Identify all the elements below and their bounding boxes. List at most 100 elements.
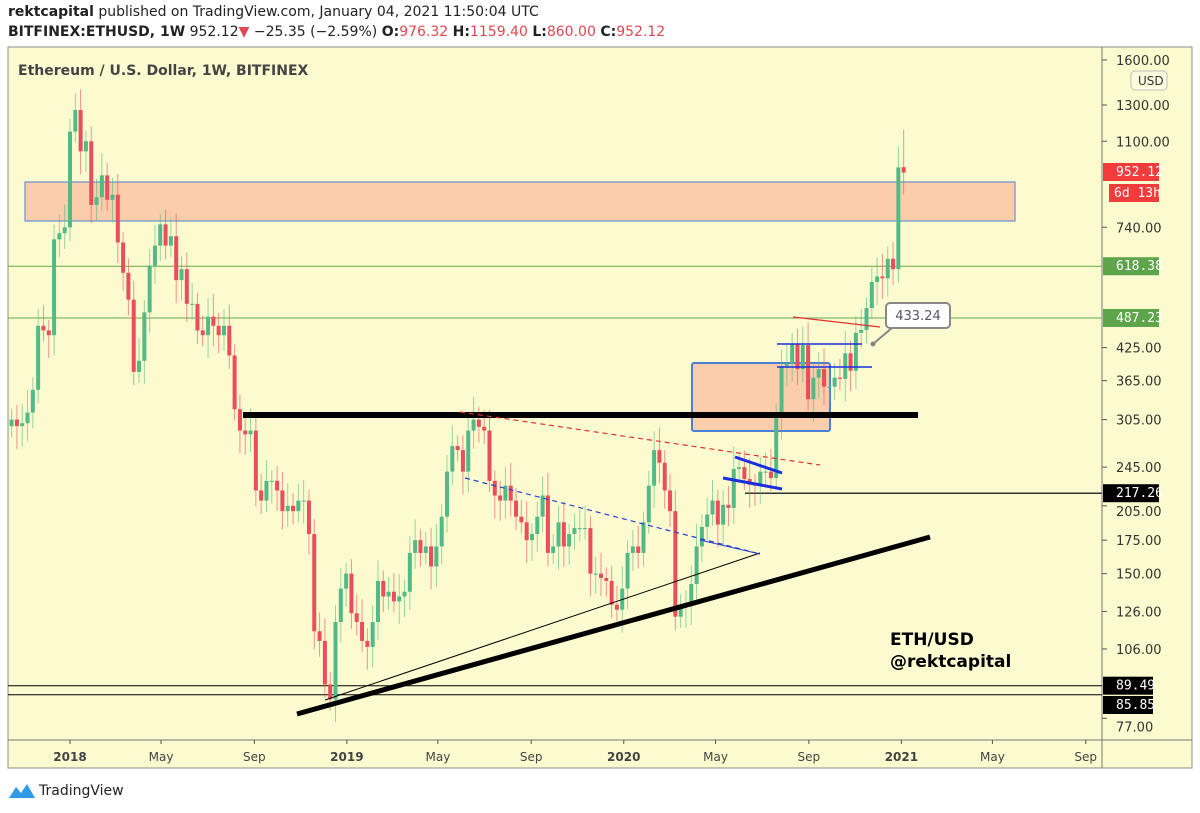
close-label: C: bbox=[600, 24, 617, 40]
price-tag-label: 487.23 bbox=[1116, 311, 1163, 326]
chart-title: Ethereum / U.S. Dollar, 1W, BITFINEX bbox=[18, 63, 309, 79]
candle-body bbox=[381, 580, 386, 597]
candle-body bbox=[269, 480, 274, 482]
author[interactable]: rektcapital bbox=[8, 4, 94, 20]
candle-body bbox=[57, 233, 62, 240]
y-tick-label: 106.00 bbox=[1116, 643, 1162, 658]
candle-body bbox=[763, 471, 768, 473]
candle-body bbox=[291, 505, 296, 512]
symbol: BITFINEX:ETHUSD, 1W bbox=[8, 24, 186, 40]
tradingview-logo-icon bbox=[9, 784, 35, 798]
currency-badge bbox=[1130, 70, 1168, 91]
candle-body bbox=[827, 386, 832, 388]
close-value: 952.12 bbox=[616, 24, 666, 40]
candle-body bbox=[174, 236, 179, 281]
candle-body bbox=[184, 269, 189, 304]
candle-body bbox=[370, 622, 375, 647]
published-text: published on TradingView.com, January 04… bbox=[98, 4, 539, 20]
red-dashed-trendline bbox=[459, 411, 821, 466]
candle-body bbox=[593, 573, 598, 575]
candle-body bbox=[232, 355, 237, 410]
candle-body bbox=[460, 450, 465, 472]
candle-body bbox=[423, 546, 428, 553]
open-label: O: bbox=[381, 24, 400, 40]
price-tag bbox=[1103, 257, 1159, 276]
candle-body bbox=[859, 329, 864, 333]
x-tick-label: 2021 bbox=[885, 750, 918, 764]
x-tick-label: 2020 bbox=[607, 750, 640, 764]
candle-body bbox=[583, 528, 588, 530]
candle-body bbox=[36, 325, 41, 390]
candle-body bbox=[259, 490, 264, 501]
candle-body bbox=[816, 369, 821, 378]
candle-body bbox=[301, 500, 306, 502]
x-tick-label: Sep bbox=[520, 750, 543, 764]
candle-body bbox=[811, 377, 816, 400]
high-value: 1159.40 bbox=[469, 24, 528, 40]
candle-body bbox=[657, 450, 662, 463]
candle-body bbox=[115, 194, 120, 243]
candle-body bbox=[699, 526, 704, 547]
candle-body bbox=[9, 419, 14, 427]
candle-body bbox=[243, 430, 248, 435]
candle-body bbox=[296, 500, 301, 512]
candle-body bbox=[853, 332, 858, 371]
candle-body bbox=[280, 490, 285, 512]
candle-body bbox=[678, 604, 683, 617]
candle-body bbox=[25, 412, 30, 424]
candle-body bbox=[790, 343, 795, 364]
y-tick-label: 77.00 bbox=[1116, 720, 1153, 735]
y-tick-label: 126.00 bbox=[1116, 605, 1162, 620]
price-tag-label: 217.26 bbox=[1116, 486, 1163, 501]
price-tag bbox=[1103, 696, 1153, 714]
candle-body bbox=[731, 468, 736, 508]
x-tick-label: 2019 bbox=[330, 750, 363, 764]
candle-body bbox=[68, 131, 72, 228]
candle-body bbox=[572, 528, 577, 535]
candle-body bbox=[737, 467, 742, 469]
change: −25.35 (−2.59%) bbox=[253, 24, 378, 40]
candle-body bbox=[168, 236, 173, 246]
price-tag-label: 85.85 bbox=[1116, 698, 1155, 713]
candle-body bbox=[338, 588, 343, 623]
candle-body bbox=[896, 167, 901, 270]
candle-body bbox=[641, 522, 646, 553]
candle-body bbox=[328, 684, 333, 700]
candle-body bbox=[248, 430, 253, 435]
candle-body bbox=[514, 500, 519, 517]
candle-body bbox=[14, 419, 19, 427]
candle-body bbox=[524, 522, 529, 541]
candle-body bbox=[795, 343, 800, 370]
candle-body bbox=[715, 500, 720, 525]
candle-body bbox=[869, 282, 874, 309]
candle-body bbox=[652, 450, 657, 486]
minor-trendline bbox=[324, 552, 761, 701]
candle-body bbox=[843, 353, 848, 379]
candle-body bbox=[503, 485, 508, 501]
y-tick-label: 305.00 bbox=[1116, 414, 1162, 429]
candle-body bbox=[689, 583, 694, 605]
x-tick-label: Sep bbox=[1074, 750, 1097, 764]
candle-body bbox=[429, 546, 434, 567]
candle-body bbox=[551, 546, 556, 553]
candle-body bbox=[317, 631, 322, 641]
y-tick-label: 1600.00 bbox=[1116, 54, 1170, 69]
candle-body bbox=[758, 471, 763, 486]
major-trendline bbox=[296, 534, 931, 717]
last-price: 952.12 bbox=[189, 24, 239, 40]
callout-anchor bbox=[870, 341, 876, 347]
candle-body bbox=[529, 534, 534, 541]
candle-body bbox=[646, 485, 651, 523]
candle-body bbox=[779, 366, 784, 417]
candle-body bbox=[673, 511, 678, 617]
candle-body bbox=[147, 265, 152, 313]
flag-upper-line bbox=[734, 455, 783, 475]
candle-body bbox=[216, 325, 221, 336]
high-label: H: bbox=[452, 24, 470, 40]
tradingview-logo[interactable]: TradingView bbox=[8, 782, 124, 800]
price-tag bbox=[1103, 308, 1159, 327]
candle-body bbox=[567, 534, 572, 547]
candle-body bbox=[604, 577, 609, 581]
candle-body bbox=[561, 522, 566, 547]
